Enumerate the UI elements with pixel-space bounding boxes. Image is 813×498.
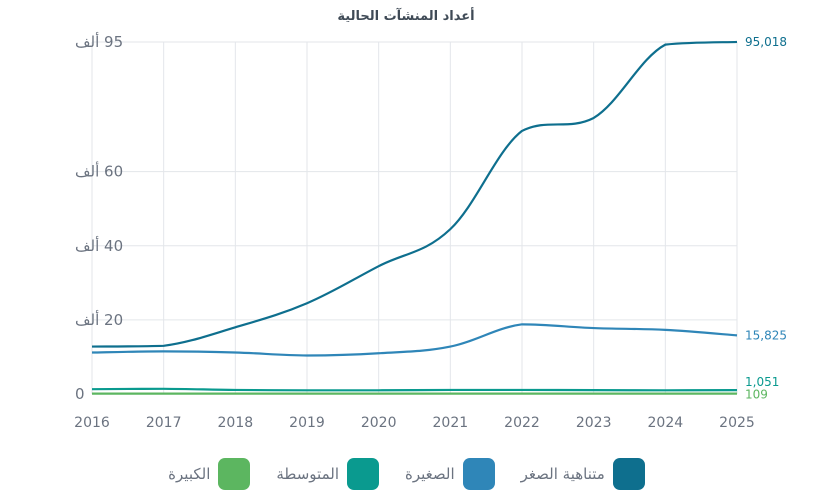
x-tick-label: 2025 xyxy=(719,415,755,431)
y-tick-label: 40 ألف xyxy=(75,236,123,255)
legend-swatch xyxy=(218,458,251,490)
series-lines xyxy=(91,40,738,395)
legend-item[interactable]: الكبيرة xyxy=(168,458,251,490)
series-line xyxy=(91,387,738,392)
end-value-label: 1,051 xyxy=(745,375,779,389)
chart: أعداد المنشآت الحالية 0 20 ألف 40 ألف 60 أل… xyxy=(74,7,787,431)
x-tick-label: 2024 xyxy=(648,415,684,431)
chart-title: أعداد المنشآت الحالية xyxy=(337,7,474,24)
y-tick-label: 0 xyxy=(75,385,85,403)
y-tick-label: 60 ألف xyxy=(75,162,123,181)
y-axis: 0 20 ألف 40 ألف 60 ألف 95 ألف xyxy=(75,32,123,403)
x-tick-label: 2019 xyxy=(289,415,325,431)
legend-label: المتوسطة xyxy=(276,465,339,483)
series-line xyxy=(91,323,738,357)
x-tick-label: 2018 xyxy=(218,415,254,431)
legend-label: الكبيرة xyxy=(168,465,211,483)
legend-swatch xyxy=(347,458,379,490)
legend-item[interactable]: متناهية الصغر xyxy=(521,458,645,490)
x-axis: 2016 2017 2018 2019 2020 2021 2022 2023 2024 2025 xyxy=(74,415,755,431)
y-tick-label: 20 ألف xyxy=(75,310,123,329)
x-tick-label: 2016 xyxy=(74,415,110,431)
legend-item[interactable]: المتوسطة xyxy=(276,458,379,490)
legend: متناهية الصغر الصغيرة المتوسطة الكبيرة xyxy=(0,456,813,492)
legend-swatch xyxy=(462,458,495,490)
x-tick-label: 2021 xyxy=(433,415,469,431)
legend-item[interactable]: الصغيرة xyxy=(405,458,495,490)
legend-label: متناهية الصغر xyxy=(520,465,605,483)
end-value-label: 109 xyxy=(745,388,768,402)
grid xyxy=(91,41,738,395)
legend-label: الصغيرة xyxy=(405,465,455,483)
end-value-label: 95,018 xyxy=(745,35,787,49)
x-tick-label: 2022 xyxy=(504,415,540,431)
x-tick-label: 2023 xyxy=(576,415,612,431)
x-tick-label: 2017 xyxy=(146,415,182,431)
end-value-label: 15,825 xyxy=(745,328,787,342)
y-tick-label: 95 ألف xyxy=(75,32,123,51)
series-line xyxy=(91,40,738,348)
x-tick-label: 2020 xyxy=(361,415,397,431)
legend-swatch xyxy=(612,458,645,490)
